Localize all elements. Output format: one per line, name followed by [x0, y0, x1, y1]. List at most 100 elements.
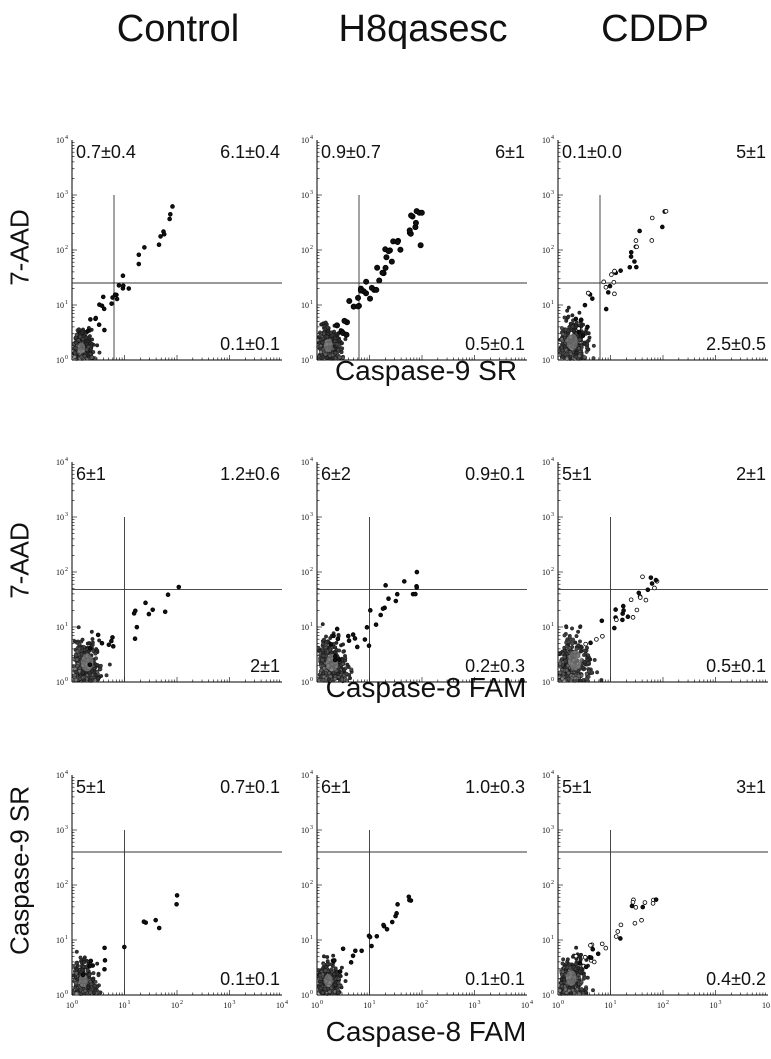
event-dot [102, 945, 107, 951]
event-dot [112, 292, 118, 297]
event-dot [78, 334, 83, 339]
event-dot [576, 973, 581, 977]
event-dot [89, 629, 94, 634]
y-tick-exponent: 1 [310, 300, 313, 306]
event-dot [364, 625, 370, 630]
event-dot [577, 310, 582, 315]
x-tick-label: 10 [224, 1001, 232, 1010]
event-dot [643, 597, 649, 603]
event-dot [322, 666, 327, 671]
event-dot [76, 338, 81, 343]
event-dot [95, 648, 100, 653]
event-dot [325, 962, 330, 967]
event-dot [91, 990, 96, 995]
event-dot [80, 967, 85, 972]
event-dot [321, 653, 326, 658]
event-dot [141, 919, 147, 924]
y-tick-label: 10 [56, 136, 64, 145]
event-dot [578, 957, 583, 962]
plot-panel: 10 0 10 0 10 1 10 1 10 2 10 2 10 3 10 3 10 4 10 4 6±1 1.0±0.3… [297, 765, 533, 1017]
event-dot [567, 645, 572, 650]
event-dot [325, 334, 330, 339]
quadrant-lower-right-value: 0.1±0.1 [220, 334, 280, 354]
event-dot [104, 673, 109, 678]
event-dot [114, 296, 120, 302]
event-dot [90, 977, 95, 982]
event-dot [591, 988, 595, 993]
y-tick-label: 10 [301, 191, 309, 200]
event-dot [581, 991, 586, 996]
quadrant-upper-right-value: 1.2±0.6 [220, 464, 280, 484]
event-dot [174, 901, 179, 907]
y-tick-label: 10 [301, 568, 309, 577]
y-tick-label: 10 [542, 458, 550, 467]
y-tick-label: 10 [56, 991, 64, 1000]
event-dot [629, 903, 635, 909]
y-tick-label: 10 [301, 881, 309, 890]
event-dot [96, 973, 101, 978]
event-dot [649, 581, 655, 586]
event-dot [566, 328, 571, 333]
x-tick-label: 10 [657, 1001, 665, 1010]
quadrant-lower-right-value: 2.5±0.5 [706, 334, 766, 354]
event-dot [585, 290, 591, 296]
event-dot [321, 954, 326, 959]
y-tick-exponent: 2 [551, 567, 554, 573]
event-dot [331, 953, 336, 958]
event-dot [337, 355, 342, 360]
event-dot [612, 268, 617, 274]
event-dot [333, 645, 338, 650]
event-dot [595, 951, 601, 957]
y-tick-exponent: 2 [310, 880, 313, 886]
event-dot [627, 264, 633, 270]
event-dot [414, 569, 420, 575]
event-dot [321, 678, 326, 683]
event-dot [74, 657, 79, 662]
y-tick-exponent: 1 [65, 935, 68, 941]
quadrant-upper-right-value: 3±1 [736, 777, 766, 797]
x-tick-exponent: 0 [561, 1000, 564, 1006]
cluster-core [323, 973, 333, 988]
event-dot [564, 668, 569, 673]
event-dot [337, 344, 342, 348]
event-dot [336, 988, 340, 993]
event-dot [611, 279, 617, 285]
event-dot [566, 639, 571, 644]
event-dot [91, 648, 96, 653]
event-dot [579, 648, 584, 653]
y-tick-exponent: 3 [551, 825, 554, 831]
event-dot [81, 334, 86, 339]
event-dot [110, 295, 115, 300]
x-tick-label: 10 [605, 1001, 613, 1010]
event-dot [319, 668, 324, 673]
y-tick-exponent: 1 [551, 300, 554, 306]
x-tick-label: 10 [364, 1001, 372, 1010]
event-dot [390, 238, 397, 245]
event-dot [612, 291, 617, 297]
event-dot [318, 333, 323, 338]
event-dot [343, 656, 348, 661]
event-dot [89, 346, 93, 351]
event-dot [161, 231, 167, 237]
event-dot [634, 607, 640, 613]
event-dot [637, 595, 643, 600]
y-tick-exponent: 3 [310, 512, 313, 518]
x-tick-exponent: 2 [425, 1000, 428, 1006]
event-dot [93, 678, 97, 683]
event-dot [560, 984, 564, 989]
event-dot [560, 332, 565, 337]
event-dot [342, 668, 346, 673]
y-tick-label: 10 [301, 826, 309, 835]
event-dot [329, 333, 334, 338]
event-dot [632, 259, 637, 264]
event-dot [95, 663, 100, 667]
event-dot [645, 587, 651, 593]
event-dot [72, 354, 77, 359]
event-dot [89, 355, 94, 360]
event-dot [78, 676, 82, 681]
event-dot [341, 317, 348, 324]
cluster-core [323, 338, 333, 353]
event-dot [353, 948, 358, 954]
y-tick-label: 10 [56, 513, 64, 522]
